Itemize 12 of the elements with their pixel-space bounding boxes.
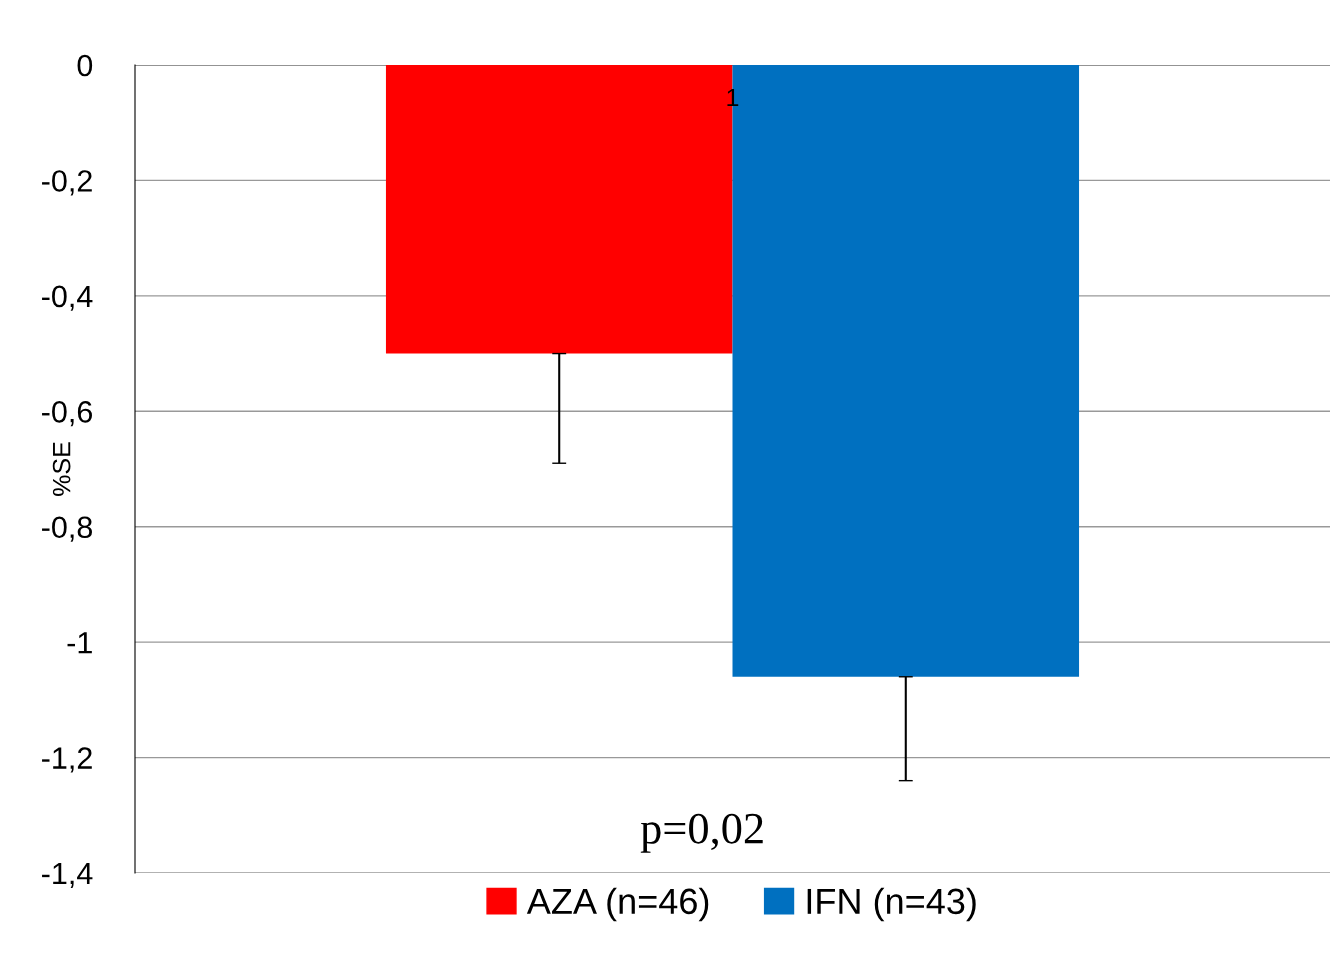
y-tick-label: -0,4 — [42, 285, 93, 311]
y-tick-label: -1,2 — [42, 747, 92, 773]
y-tick-label: -0,6 — [42, 401, 92, 427]
y-tick-label: -0,2 — [42, 170, 92, 196]
y-tick-label: -1 — [67, 632, 92, 654]
y-axis-title: %SE — [52, 442, 71, 496]
y-tick-label: -0,8 — [42, 516, 93, 542]
legend-label: IFN (n=43) — [807, 887, 976, 922]
y-tick-label: 0 — [77, 54, 93, 77]
annotation: p=0,02 — [640, 813, 763, 853]
y-tick-label: -1,4 — [42, 863, 93, 888]
legend-label: AZA (n=46) — [526, 887, 709, 922]
